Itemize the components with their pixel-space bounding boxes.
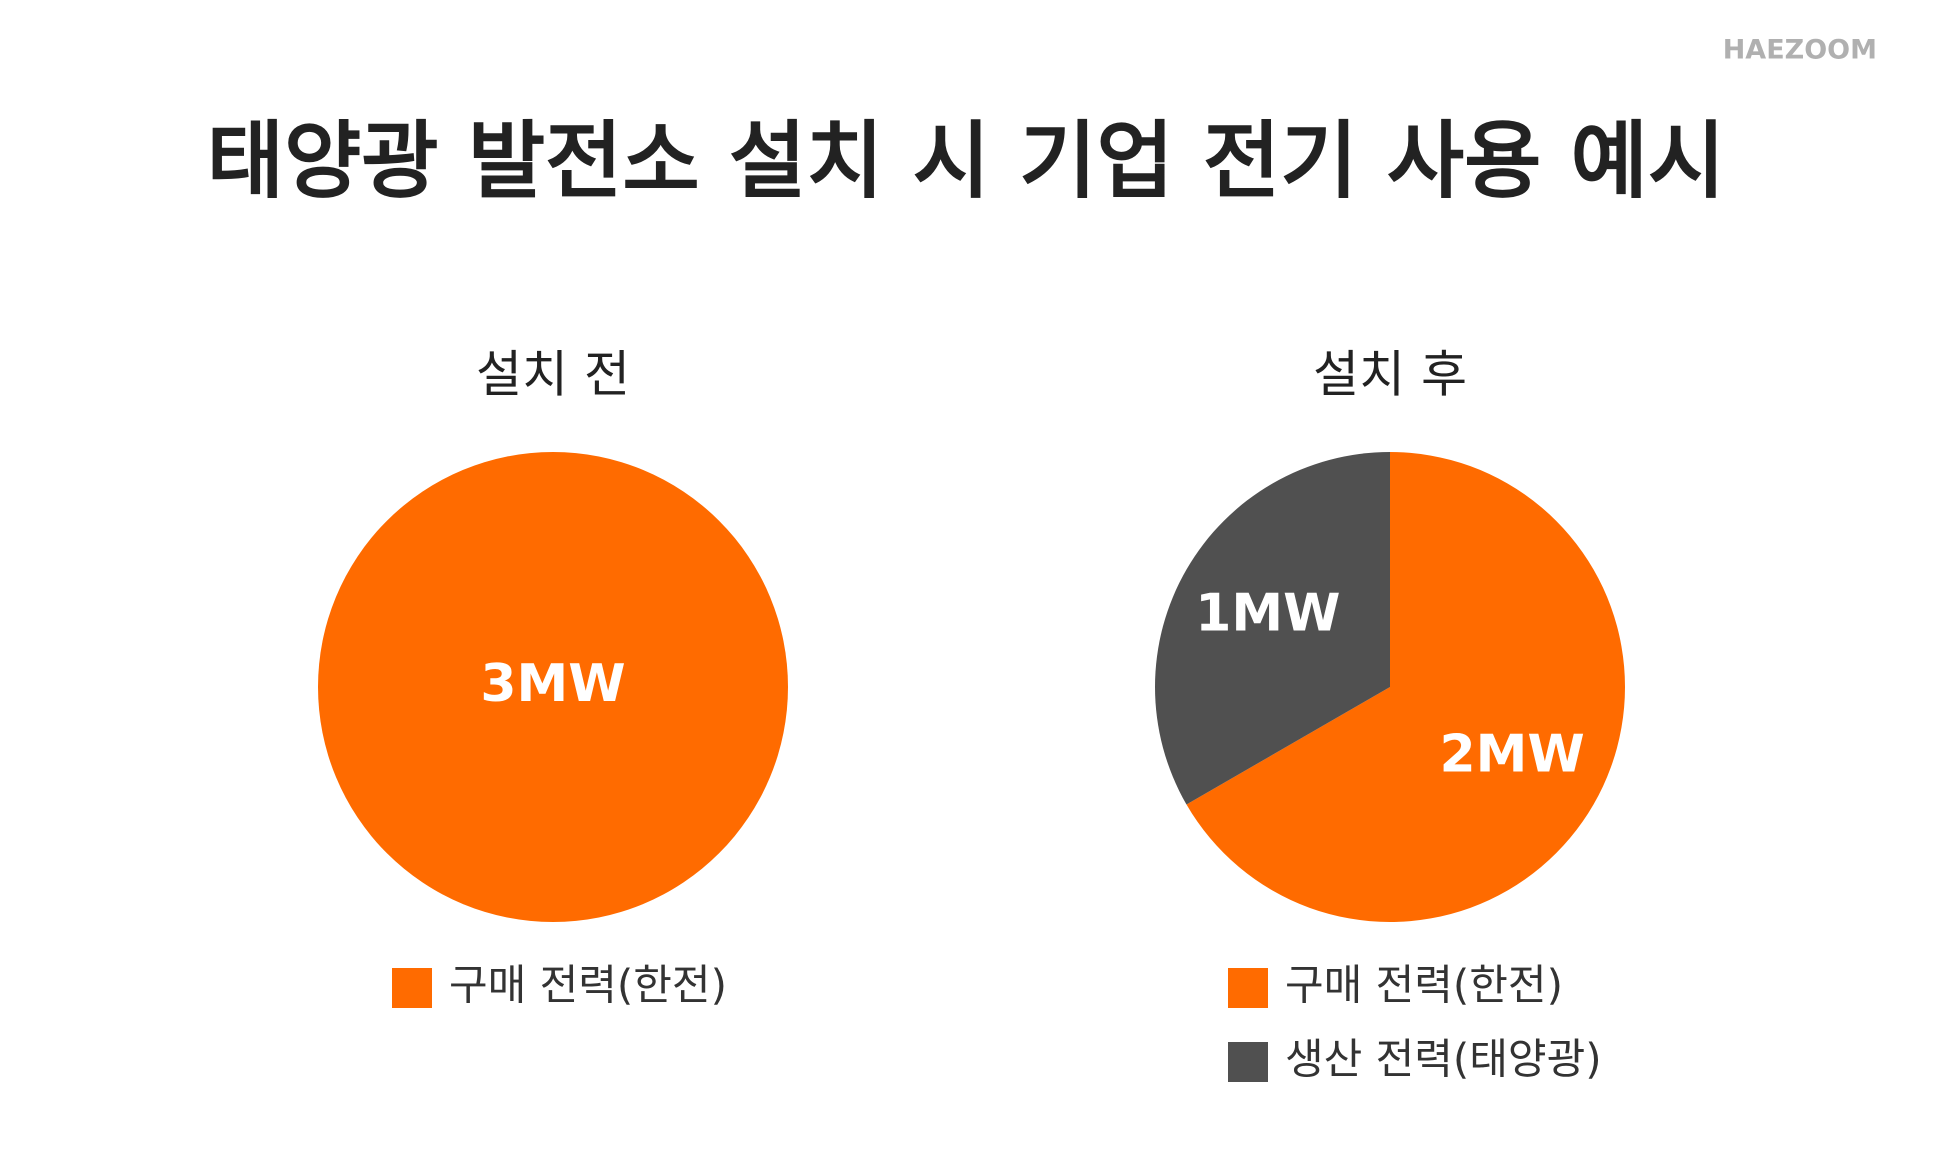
legend-swatch [1228, 968, 1268, 1008]
chart-title: 설치 후 [1313, 346, 1467, 404]
legend-label: 구매 전력(한전) [449, 961, 727, 1010]
legend-swatch [392, 968, 432, 1008]
data-label: 1MW [1195, 584, 1340, 644]
legend-label: 생산 전력(태양광) [1285, 1035, 1602, 1084]
data-label: 2MW [1439, 725, 1584, 785]
pie-slice [318, 452, 788, 922]
title: 태양광 발전소 설치 시 기업 전기 사용 예시 [207, 112, 1725, 210]
data-label: 3MW [480, 654, 625, 714]
pie-slice [1155, 452, 1390, 805]
legend-swatch [1228, 1042, 1268, 1082]
brand: HAEZOOM [1723, 35, 1877, 66]
chart-title: 설치 전 [476, 346, 630, 404]
legend-label: 구매 전력(한전) [1285, 961, 1563, 1010]
pie-slice [1186, 452, 1626, 922]
